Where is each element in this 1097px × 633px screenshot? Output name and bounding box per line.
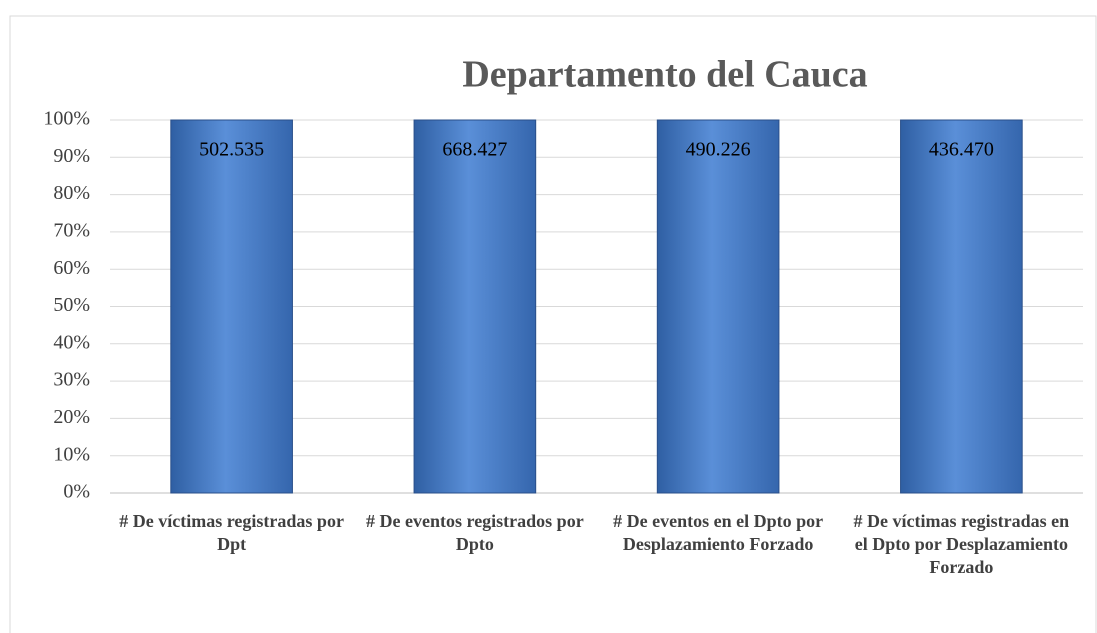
y-tick-label: 10% xyxy=(53,443,90,465)
y-tick-label: 70% xyxy=(53,219,90,241)
y-tick-label: 30% xyxy=(53,369,90,391)
x-tick-label: # De víctimas registradas por Dpt xyxy=(119,511,344,554)
x-tick-label: # De eventos en el Dpto por Desplazamient… xyxy=(613,511,823,554)
x-tick-label: # De víctimas registradas en el Dpto por … xyxy=(854,511,1070,577)
y-tick-label: 80% xyxy=(53,182,90,204)
data-label: 490.226 xyxy=(686,139,751,161)
bar xyxy=(413,119,537,494)
x-tick-line: # De eventos en el Dpto por xyxy=(613,511,823,531)
x-tick-line: el Dpto por Desplazamiento xyxy=(855,534,1068,554)
y-tick-label: 90% xyxy=(53,145,90,167)
y-tick-label: 60% xyxy=(53,257,90,279)
bar xyxy=(170,119,293,494)
data-label: 502.535 xyxy=(199,139,264,161)
data-label: 668.427 xyxy=(442,139,507,161)
x-tick-label: # De eventos registrados por Dpto xyxy=(366,511,584,554)
x-tick-line: # De víctimas registradas por xyxy=(119,511,344,531)
y-tick-label: 20% xyxy=(53,406,90,428)
x-tick-line: Dpto xyxy=(456,534,494,554)
data-label: 436.470 xyxy=(929,139,994,161)
y-tick-label: 100% xyxy=(43,108,90,130)
bar xyxy=(900,119,1023,494)
y-tick-label: 50% xyxy=(53,294,90,316)
chart-title: Departamento del Cauca xyxy=(462,54,867,96)
x-tick-line: Desplazamiento Forzado xyxy=(623,534,813,554)
x-tick-line: # De víctimas registradas en xyxy=(854,511,1070,531)
y-tick-label: 40% xyxy=(53,331,90,353)
x-tick-line: Dpt xyxy=(217,534,246,554)
y-tick-label: 0% xyxy=(63,481,90,503)
bar xyxy=(656,119,780,494)
x-tick-line: Forzado xyxy=(929,557,993,577)
x-tick-line: # De eventos registrados por xyxy=(366,511,584,531)
